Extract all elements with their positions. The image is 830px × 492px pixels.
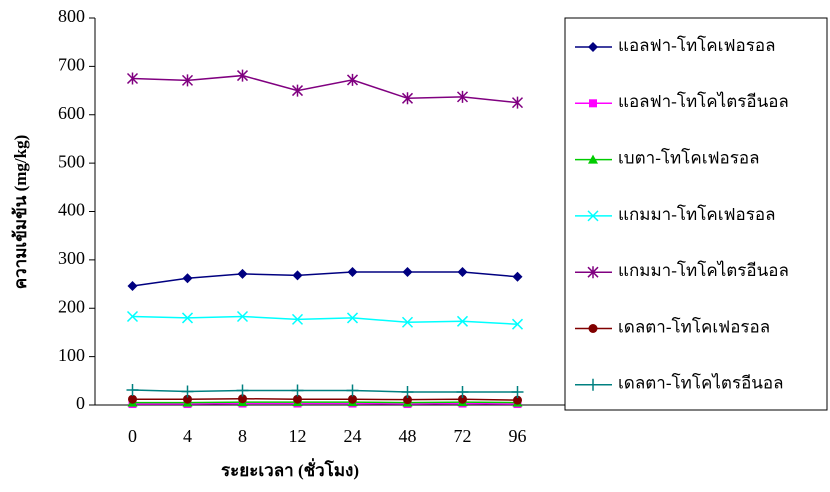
marker bbox=[291, 84, 304, 97]
marker bbox=[347, 266, 358, 277]
marker bbox=[346, 73, 359, 86]
legend-label: แอลฟา-โทโคเฟอรอล bbox=[618, 35, 775, 55]
marker bbox=[456, 90, 469, 103]
marker bbox=[181, 385, 194, 398]
marker bbox=[291, 313, 304, 325]
legend-label: แกมมา-โทโคเฟอรอล bbox=[618, 204, 776, 224]
y-tick-label: 400 bbox=[58, 200, 85, 220]
series-line bbox=[132, 389, 518, 393]
legend-marker bbox=[587, 378, 599, 391]
y-tick-label: 500 bbox=[58, 151, 85, 171]
marker bbox=[401, 92, 414, 105]
legend-box bbox=[564, 17, 828, 411]
marker bbox=[456, 385, 469, 398]
legend-marker bbox=[589, 99, 597, 108]
marker bbox=[236, 384, 249, 397]
y-tick-label: 300 bbox=[58, 248, 85, 268]
x-tick-label: 96 bbox=[509, 426, 527, 446]
legend-marker bbox=[587, 266, 599, 279]
marker bbox=[293, 394, 302, 404]
x-tick-label: 48 bbox=[399, 426, 417, 446]
series-line bbox=[132, 74, 518, 104]
marker bbox=[401, 316, 414, 328]
marker bbox=[238, 394, 247, 404]
legend-marker bbox=[587, 210, 599, 222]
marker bbox=[127, 280, 138, 291]
series-line bbox=[132, 271, 518, 287]
legend-label: เดลตา-โทโคไตรอีนอล bbox=[618, 373, 784, 393]
marker bbox=[128, 394, 137, 404]
marker bbox=[456, 315, 469, 327]
legend-label: เบตา-โทโคเฟอรอล bbox=[618, 148, 760, 168]
legend-marker bbox=[588, 324, 598, 333]
x-tick-label: 0 bbox=[128, 426, 137, 446]
marker bbox=[181, 312, 194, 324]
y-tick-label: 100 bbox=[58, 345, 85, 365]
marker bbox=[511, 318, 524, 330]
marker bbox=[126, 384, 139, 397]
legend-label: แอลฟา-โทโคไตรอีนอล bbox=[618, 91, 789, 111]
y-tick-label: 800 bbox=[58, 6, 85, 26]
legend-marker bbox=[588, 42, 598, 52]
marker bbox=[458, 394, 467, 404]
marker bbox=[126, 310, 139, 323]
marker bbox=[236, 69, 249, 82]
legend-label: แกมมา-โทโคไตรอีนอล bbox=[618, 260, 789, 280]
marker bbox=[236, 310, 249, 323]
marker bbox=[181, 74, 194, 87]
marker bbox=[511, 96, 524, 109]
series-line bbox=[132, 397, 518, 401]
x-tick-label: 8 bbox=[238, 426, 247, 446]
x-tick-label: 72 bbox=[454, 426, 472, 446]
marker bbox=[292, 270, 303, 281]
marker bbox=[291, 384, 304, 397]
legend-marker bbox=[588, 154, 598, 164]
y-tick-label: 600 bbox=[58, 103, 85, 123]
marker bbox=[348, 394, 357, 404]
marker bbox=[402, 266, 413, 277]
marker bbox=[512, 271, 523, 282]
marker bbox=[183, 394, 192, 404]
marker bbox=[457, 266, 468, 277]
y-axis-title: ความเข้มข้น (mg/kg) bbox=[11, 135, 30, 289]
marker bbox=[401, 385, 414, 398]
marker bbox=[237, 268, 248, 279]
marker bbox=[346, 384, 359, 397]
y-tick-label: 700 bbox=[58, 55, 85, 75]
x-tick-label: 12 bbox=[289, 426, 307, 446]
marker bbox=[346, 312, 359, 324]
series-line bbox=[132, 315, 518, 325]
marker bbox=[513, 395, 522, 405]
x-tick-label: 24 bbox=[344, 426, 362, 446]
marker bbox=[403, 395, 412, 405]
marker bbox=[511, 385, 524, 398]
marker bbox=[182, 273, 193, 284]
y-tick-label: 200 bbox=[58, 296, 85, 316]
y-tick-label: 0 bbox=[76, 393, 85, 413]
x-axis-title: ระยะเวลา (ชั่วโมง) bbox=[221, 458, 359, 480]
marker bbox=[126, 72, 139, 85]
legend-label: เดลตา-โทโคเฟอรอล bbox=[618, 316, 770, 336]
x-tick-label: 4 bbox=[183, 426, 192, 446]
